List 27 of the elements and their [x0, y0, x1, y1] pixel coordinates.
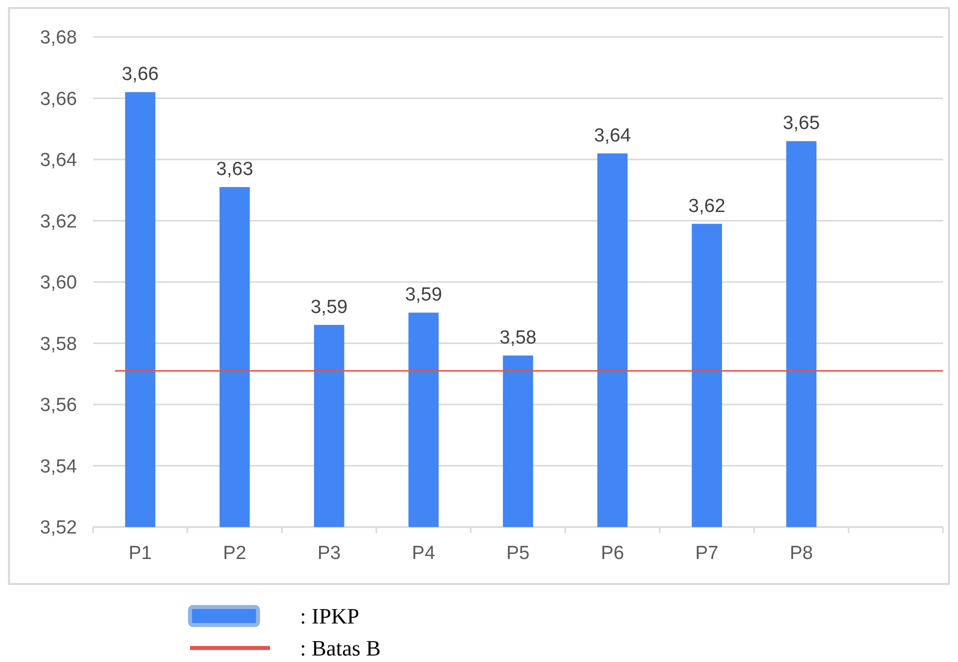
- legend-label: : IPKP: [300, 604, 360, 629]
- y-tick-label: 3,64: [40, 150, 78, 172]
- y-tick-label: 3,66: [40, 88, 77, 110]
- y-tick-label: 3,68: [40, 28, 77, 49]
- data-label: 3,62: [688, 196, 726, 217]
- x-tick-label: P7: [695, 543, 719, 564]
- y-tick-label: 3,60: [40, 272, 77, 294]
- y-tick-label: 3,54: [40, 456, 78, 478]
- x-tick-label: P2: [223, 543, 246, 564]
- x-tick-label: P4: [412, 543, 436, 564]
- x-tick-label: P6: [600, 543, 624, 564]
- x-tick-label: P1: [128, 543, 152, 564]
- data-label: 3,65: [782, 113, 820, 134]
- x-tick-label: P5: [506, 543, 530, 564]
- y-tick-label: 3,62: [40, 211, 77, 232]
- data-label: 3,64: [594, 125, 632, 146]
- y-tick-label: 3,58: [40, 334, 77, 355]
- data-label: 3,66: [122, 64, 159, 86]
- legend-label: : Batas B: [300, 636, 381, 661]
- data-label: 3,58: [500, 328, 536, 348]
- y-tick-label: 3,52: [40, 518, 77, 539]
- data-label: 3,59: [310, 296, 348, 318]
- data-label: 3,59: [405, 284, 442, 306]
- x-tick-label: P3: [317, 543, 341, 564]
- x-tick-label: P8: [790, 543, 813, 564]
- y-tick-label: 3,56: [40, 395, 77, 416]
- data-label: 3,63: [216, 159, 254, 180]
